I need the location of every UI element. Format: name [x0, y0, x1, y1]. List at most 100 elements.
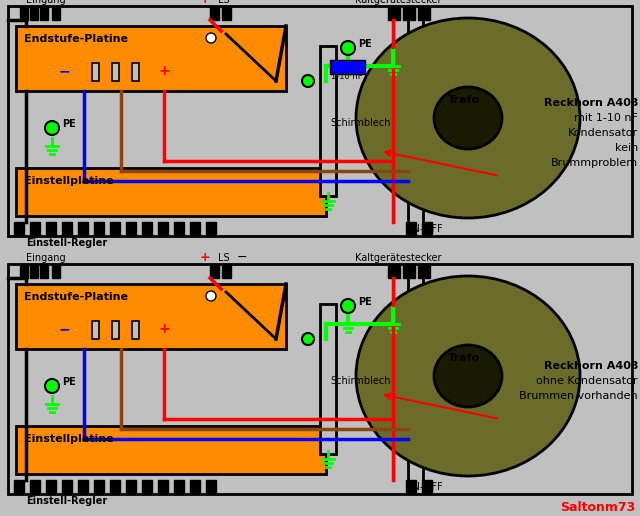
Bar: [403, 6, 415, 20]
Bar: [388, 264, 400, 278]
Bar: [14, 222, 24, 236]
Bar: [110, 222, 120, 236]
Text: Kaltgerätestecker: Kaltgerätestecker: [355, 253, 442, 263]
Text: mit 1-10 nF: mit 1-10 nF: [574, 113, 638, 123]
Text: +: +: [200, 251, 211, 264]
Bar: [46, 480, 56, 494]
Text: Einstellplatine: Einstellplatine: [24, 434, 114, 444]
Bar: [62, 480, 72, 494]
Bar: [30, 264, 38, 278]
Bar: [94, 222, 104, 236]
Bar: [62, 222, 72, 236]
Bar: [126, 480, 136, 494]
Text: Reckhorn A403: Reckhorn A403: [543, 361, 638, 371]
Bar: [406, 222, 416, 236]
Circle shape: [206, 33, 216, 43]
Text: Eingang: Eingang: [26, 0, 66, 5]
Bar: [110, 480, 120, 494]
Text: LS: LS: [218, 253, 230, 263]
Text: −: −: [237, 251, 248, 264]
Text: PE: PE: [358, 39, 372, 49]
Text: Einstell-Regler: Einstell-Regler: [26, 496, 108, 506]
Bar: [14, 480, 24, 494]
Bar: [46, 222, 56, 236]
Text: LS: LS: [218, 0, 230, 5]
Circle shape: [45, 121, 59, 135]
Bar: [94, 480, 104, 494]
Text: −: −: [58, 322, 70, 336]
Text: Einstellplatine: Einstellplatine: [24, 176, 114, 186]
Text: Saltonm73: Saltonm73: [560, 501, 636, 514]
Bar: [20, 264, 28, 278]
Text: Eingang: Eingang: [26, 253, 66, 263]
Bar: [206, 222, 216, 236]
Bar: [40, 6, 48, 20]
Text: −: −: [237, 0, 248, 6]
Bar: [330, 60, 365, 74]
Ellipse shape: [434, 87, 502, 149]
Bar: [40, 264, 48, 278]
Bar: [92, 321, 99, 339]
Bar: [320, 304, 336, 454]
Bar: [52, 264, 60, 278]
Bar: [158, 480, 168, 494]
Text: Schirmblech: Schirmblech: [330, 118, 390, 128]
Bar: [158, 222, 168, 236]
Bar: [20, 6, 28, 20]
Text: Kaltgerätestecker: Kaltgerätestecker: [355, 0, 442, 5]
Text: −: −: [58, 64, 70, 78]
Text: ON-OFF: ON-OFF: [405, 224, 443, 234]
Circle shape: [341, 41, 355, 55]
Text: Kondensator: Kondensator: [568, 128, 638, 138]
Circle shape: [45, 379, 59, 393]
Text: +: +: [158, 322, 170, 336]
Text: PE: PE: [62, 119, 76, 129]
Bar: [320, 46, 336, 196]
Text: Schirmblech: Schirmblech: [330, 376, 390, 386]
Text: PE: PE: [358, 297, 372, 307]
Bar: [126, 222, 136, 236]
Text: Reckhorn A403: Reckhorn A403: [543, 98, 638, 108]
Bar: [30, 480, 40, 494]
Bar: [206, 480, 216, 494]
Bar: [132, 63, 139, 81]
Bar: [422, 222, 432, 236]
Ellipse shape: [356, 276, 580, 476]
Bar: [142, 480, 152, 494]
Text: 1-10 nF: 1-10 nF: [331, 72, 363, 81]
Bar: [8, 264, 632, 494]
Text: Endstufe-Platine: Endstufe-Platine: [24, 34, 128, 44]
Bar: [16, 26, 286, 91]
Text: ohne Kondensator: ohne Kondensator: [536, 376, 638, 386]
Bar: [132, 321, 139, 339]
Bar: [30, 6, 38, 20]
Bar: [8, 6, 632, 236]
Circle shape: [206, 291, 216, 301]
Bar: [142, 222, 152, 236]
Bar: [403, 264, 415, 278]
Bar: [222, 6, 231, 20]
Ellipse shape: [434, 345, 502, 407]
Bar: [422, 480, 432, 494]
Bar: [222, 264, 231, 278]
Text: +: +: [158, 64, 170, 78]
Text: Brummproblem: Brummproblem: [551, 158, 638, 168]
Bar: [174, 480, 184, 494]
Bar: [92, 63, 99, 81]
Text: Trafo: Trafo: [448, 353, 480, 363]
Bar: [210, 6, 219, 20]
Bar: [418, 264, 430, 278]
Bar: [16, 284, 286, 349]
Text: Trafo: Trafo: [448, 95, 480, 105]
Bar: [78, 480, 88, 494]
Bar: [52, 6, 60, 20]
Bar: [112, 321, 119, 339]
Bar: [406, 480, 416, 494]
Bar: [16, 426, 326, 474]
Text: PE: PE: [62, 377, 76, 387]
Text: Brummen vorhanden: Brummen vorhanden: [520, 391, 638, 401]
Ellipse shape: [356, 18, 580, 218]
Bar: [174, 222, 184, 236]
Circle shape: [302, 333, 314, 345]
Text: kein: kein: [615, 143, 638, 153]
